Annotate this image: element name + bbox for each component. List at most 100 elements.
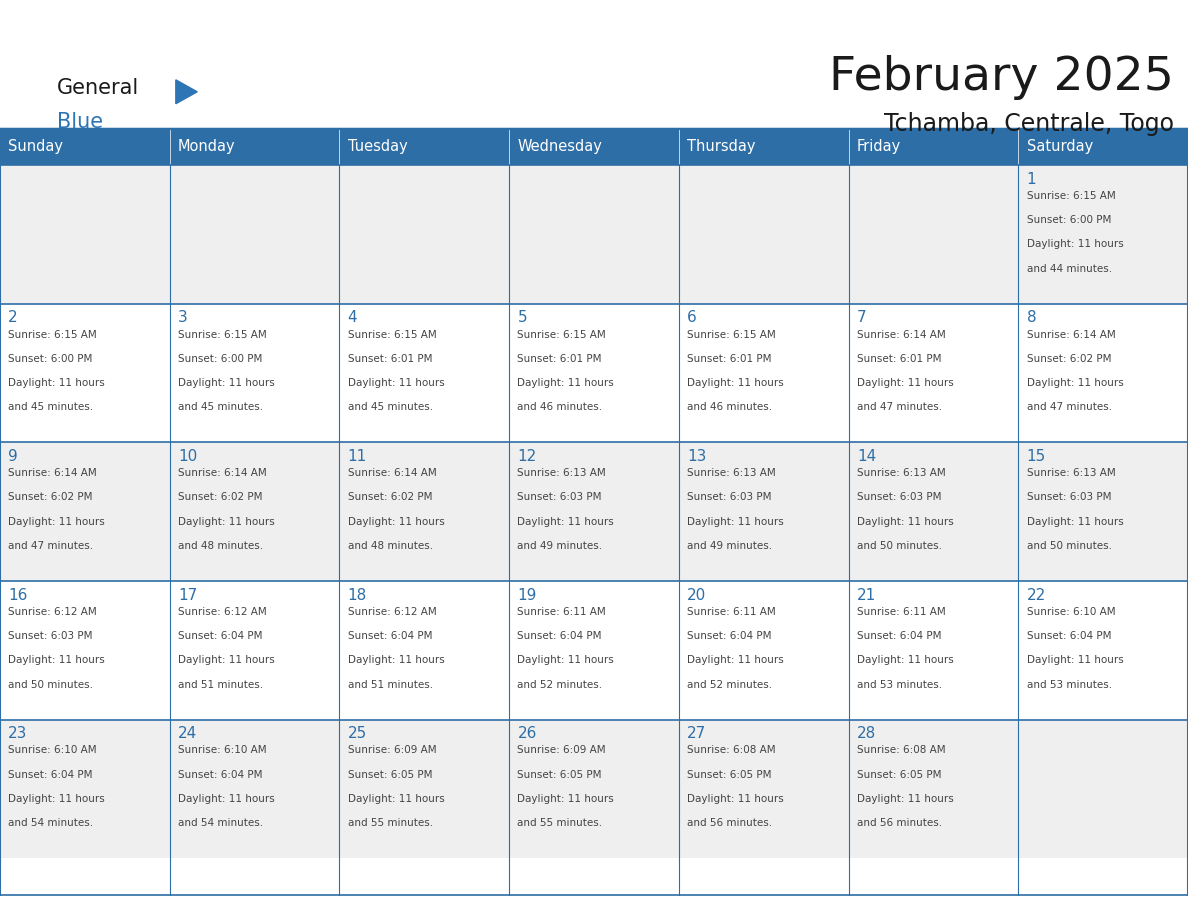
Text: Tuesday: Tuesday [348, 140, 407, 154]
Text: Sunrise: 6:11 AM: Sunrise: 6:11 AM [857, 607, 946, 617]
Text: 9: 9 [8, 449, 18, 464]
Text: Sunset: 6:04 PM: Sunset: 6:04 PM [178, 631, 263, 641]
Bar [1018, 720, 1188, 858]
Text: 17: 17 [178, 588, 197, 602]
Text: Sunrise: 6:08 AM: Sunrise: 6:08 AM [687, 745, 776, 756]
Text: Sunset: 6:00 PM: Sunset: 6:00 PM [178, 353, 263, 364]
Text: Sunrise: 6:11 AM: Sunrise: 6:11 AM [687, 607, 776, 617]
Text: and 55 minutes.: and 55 minutes. [518, 818, 602, 828]
Bar [1018, 165, 1188, 304]
Text: Daylight: 11 hours: Daylight: 11 hours [518, 794, 614, 804]
Text: 11: 11 [348, 449, 367, 464]
Bar [678, 442, 848, 581]
Bar [510, 720, 678, 858]
Text: Sunset: 6:02 PM: Sunset: 6:02 PM [8, 492, 93, 502]
Text: 7: 7 [857, 310, 866, 325]
Text: 24: 24 [178, 726, 197, 741]
Text: Daylight: 11 hours: Daylight: 11 hours [348, 655, 444, 666]
Text: 12: 12 [518, 449, 537, 464]
Bar [848, 129, 1018, 165]
Text: 21: 21 [857, 588, 876, 602]
Text: Daylight: 11 hours: Daylight: 11 hours [1026, 655, 1124, 666]
Text: Sunset: 6:04 PM: Sunset: 6:04 PM [518, 631, 602, 641]
Text: and 50 minutes.: and 50 minutes. [1026, 541, 1112, 551]
Text: Sunrise: 6:14 AM: Sunrise: 6:14 AM [178, 468, 267, 478]
Text: Saturday: Saturday [1026, 140, 1093, 154]
Text: and 45 minutes.: and 45 minutes. [8, 402, 94, 412]
Bar [170, 720, 340, 858]
Text: Daylight: 11 hours: Daylight: 11 hours [687, 517, 784, 527]
Text: and 49 minutes.: and 49 minutes. [518, 541, 602, 551]
Text: Sunrise: 6:15 AM: Sunrise: 6:15 AM [178, 330, 267, 340]
Bar [678, 165, 848, 304]
Text: Sunset: 6:02 PM: Sunset: 6:02 PM [348, 492, 432, 502]
Text: Sunset: 6:01 PM: Sunset: 6:01 PM [348, 353, 432, 364]
Text: Sunset: 6:01 PM: Sunset: 6:01 PM [518, 353, 602, 364]
Text: and 48 minutes.: and 48 minutes. [348, 541, 432, 551]
Bar [340, 165, 510, 304]
Text: and 56 minutes.: and 56 minutes. [687, 818, 772, 828]
Text: Daylight: 11 hours: Daylight: 11 hours [518, 655, 614, 666]
Bar [0, 165, 170, 304]
Text: and 48 minutes.: and 48 minutes. [178, 541, 264, 551]
Bar [170, 442, 340, 581]
Text: Sunrise: 6:13 AM: Sunrise: 6:13 AM [687, 468, 776, 478]
Text: Daylight: 11 hours: Daylight: 11 hours [348, 517, 444, 527]
Text: Daylight: 11 hours: Daylight: 11 hours [178, 794, 274, 804]
Text: Sunset: 6:01 PM: Sunset: 6:01 PM [857, 353, 941, 364]
Text: Sunset: 6:00 PM: Sunset: 6:00 PM [8, 353, 93, 364]
Text: Sunset: 6:05 PM: Sunset: 6:05 PM [518, 769, 602, 779]
Text: Daylight: 11 hours: Daylight: 11 hours [8, 378, 105, 388]
Bar [340, 304, 510, 442]
Bar [0, 581, 170, 720]
Text: and 54 minutes.: and 54 minutes. [8, 818, 94, 828]
Bar [510, 165, 678, 304]
Bar [510, 442, 678, 581]
Text: and 46 minutes.: and 46 minutes. [518, 402, 602, 412]
Text: Sunrise: 6:12 AM: Sunrise: 6:12 AM [8, 607, 97, 617]
Bar [848, 442, 1018, 581]
Text: Daylight: 11 hours: Daylight: 11 hours [687, 378, 784, 388]
Text: 6: 6 [687, 310, 697, 325]
Text: Sunrise: 6:15 AM: Sunrise: 6:15 AM [8, 330, 97, 340]
Text: and 46 minutes.: and 46 minutes. [687, 402, 772, 412]
Text: 20: 20 [687, 588, 707, 602]
Text: and 50 minutes.: and 50 minutes. [857, 541, 942, 551]
Text: 28: 28 [857, 726, 876, 741]
Text: Sunrise: 6:14 AM: Sunrise: 6:14 AM [348, 468, 436, 478]
Text: Sunrise: 6:14 AM: Sunrise: 6:14 AM [857, 330, 946, 340]
Text: 15: 15 [1026, 449, 1045, 464]
Text: 2: 2 [8, 310, 18, 325]
Bar [510, 129, 678, 165]
Text: Thursday: Thursday [687, 140, 756, 154]
Text: Sunset: 6:02 PM: Sunset: 6:02 PM [178, 492, 263, 502]
Text: Monday: Monday [178, 140, 235, 154]
Text: and 56 minutes.: and 56 minutes. [857, 818, 942, 828]
Bar [170, 165, 340, 304]
Text: and 45 minutes.: and 45 minutes. [348, 402, 432, 412]
Bar [848, 165, 1018, 304]
Text: and 52 minutes.: and 52 minutes. [687, 679, 772, 689]
Text: Sunrise: 6:09 AM: Sunrise: 6:09 AM [348, 745, 436, 756]
Text: Sunrise: 6:10 AM: Sunrise: 6:10 AM [1026, 607, 1116, 617]
Text: and 51 minutes.: and 51 minutes. [348, 679, 432, 689]
Text: and 47 minutes.: and 47 minutes. [1026, 402, 1112, 412]
Text: and 50 minutes.: and 50 minutes. [8, 679, 94, 689]
Text: Daylight: 11 hours: Daylight: 11 hours [518, 517, 614, 527]
Text: 18: 18 [348, 588, 367, 602]
Bar [170, 581, 340, 720]
Text: Sunrise: 6:15 AM: Sunrise: 6:15 AM [518, 330, 606, 340]
Text: Sunrise: 6:10 AM: Sunrise: 6:10 AM [8, 745, 97, 756]
Bar [678, 720, 848, 858]
Text: Daylight: 11 hours: Daylight: 11 hours [178, 378, 274, 388]
Text: Sunset: 6:03 PM: Sunset: 6:03 PM [857, 492, 941, 502]
Text: and 49 minutes.: and 49 minutes. [687, 541, 772, 551]
Text: Tchamba, Centrale, Togo: Tchamba, Centrale, Togo [884, 112, 1174, 136]
Bar [170, 129, 340, 165]
Text: 23: 23 [8, 726, 27, 741]
Bar [848, 581, 1018, 720]
Text: Daylight: 11 hours: Daylight: 11 hours [178, 655, 274, 666]
Text: 10: 10 [178, 449, 197, 464]
Bar [340, 129, 510, 165]
Text: Friday: Friday [857, 140, 902, 154]
